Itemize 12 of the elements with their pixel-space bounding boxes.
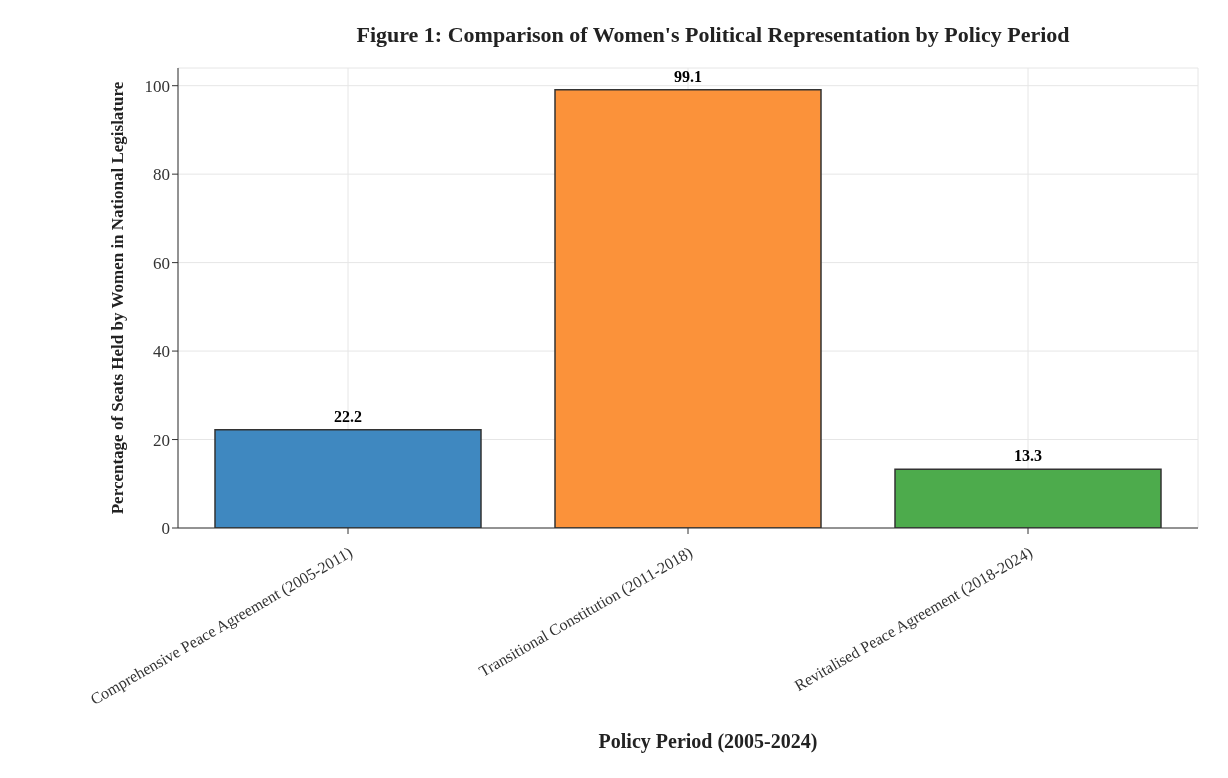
data-label: 13.3 [1014, 447, 1042, 465]
y-tick-label: 40 [153, 342, 170, 362]
y-tick-label: 100 [144, 76, 170, 96]
y-tick-label: 60 [153, 253, 170, 273]
y-axis-title: Percentage of Seats Held by Women in National Legislature [108, 81, 128, 515]
y-tick-label: 80 [153, 165, 170, 185]
data-label: 22.2 [334, 407, 362, 425]
chart-title: Figure 1: Comparison of Women's Political Representation by Policy Period [355, 22, 1071, 48]
data-label: 99.1 [674, 67, 702, 85]
y-tick-label: 0 [161, 519, 170, 539]
x-axis-title: Policy Period (2005-2024) [597, 730, 819, 753]
y-tick-label: 20 [153, 430, 170, 450]
